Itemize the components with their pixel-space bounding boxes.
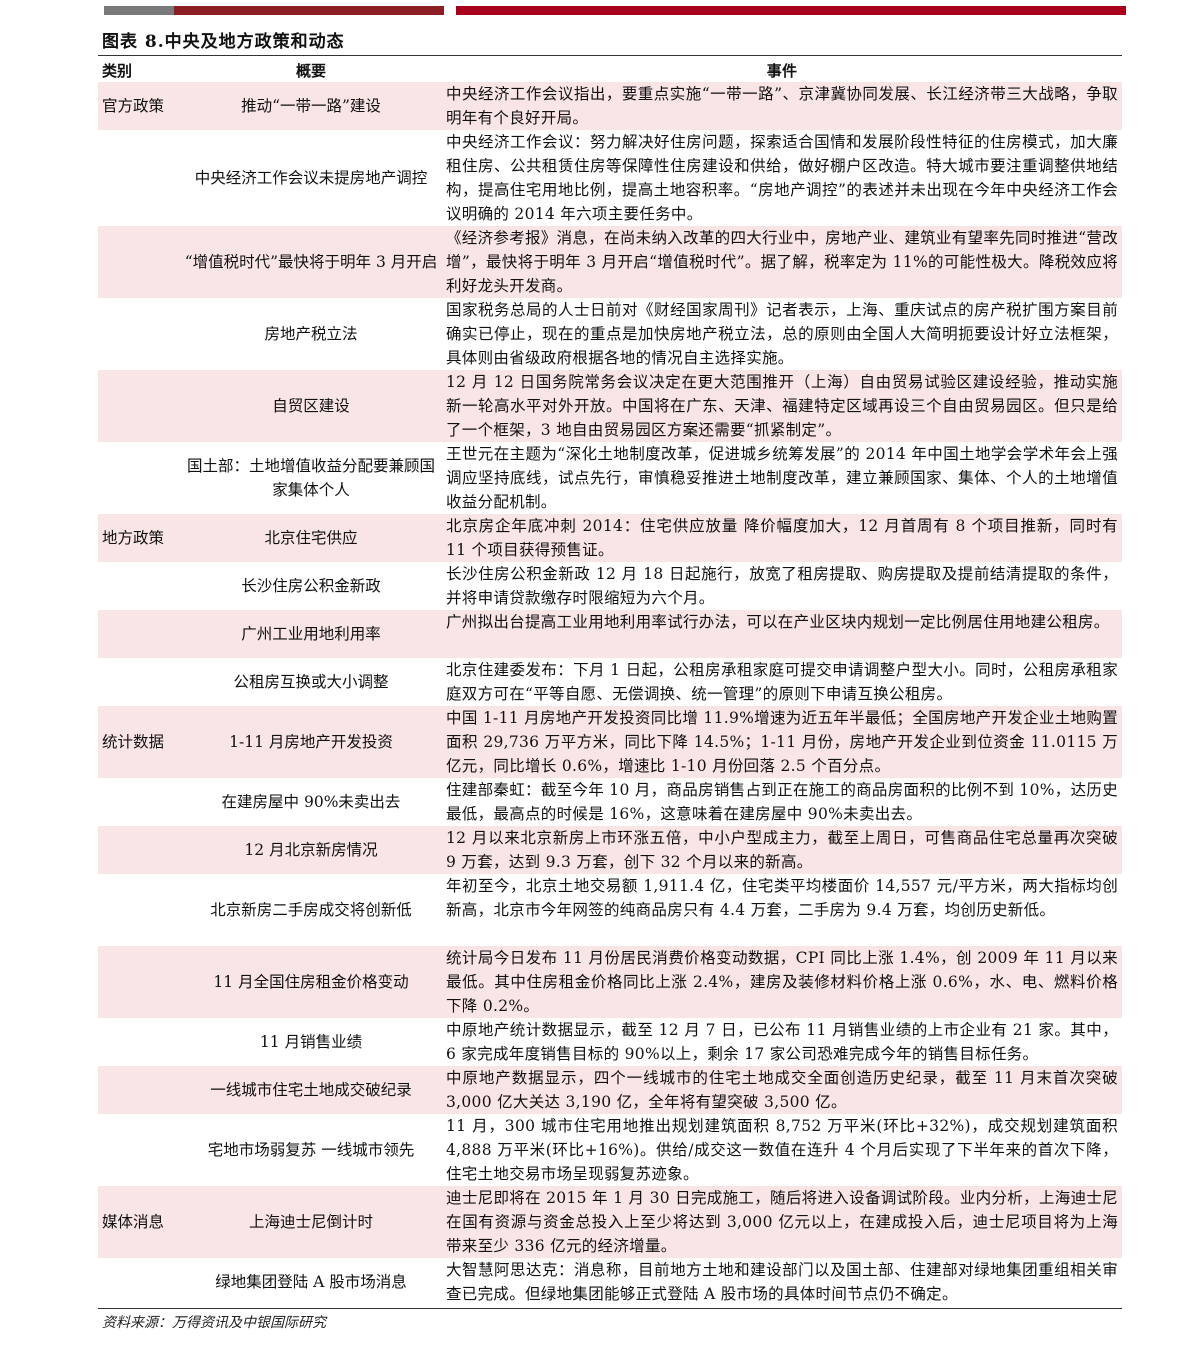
table-row: 12 月北京新房情况 12 月以来北京新房上市环涨五倍，中小户型成主力，截至上周日… bbox=[98, 826, 1122, 874]
event-cell: 中国 1-11 月房地产开发投资同比增 11.9%增速为近五年半最低；全国房地产… bbox=[446, 709, 1118, 775]
summary-cell: 上海迪士尼倒计时 bbox=[248, 1213, 373, 1231]
event-cell: 中央经济工作会议指出，要重点实施“一带一路”、京津冀协同发展、长江经济带三大战略… bbox=[446, 85, 1118, 127]
header-summary: 概要 bbox=[295, 62, 326, 80]
table-row: 自贸区建设 12 月 12 日国务院常务会议决定在更大范围推开（上海）自由贸易试验… bbox=[98, 370, 1122, 442]
summary-cell: 公租房互换或大小调整 bbox=[233, 673, 389, 691]
event-cell: 大智慧阿思达克：消息称，目前地方土地和建设部门以及国土部、住建部对绿地集团重组相… bbox=[446, 1261, 1118, 1303]
summary-cell: 房地产税立法 bbox=[264, 325, 358, 343]
table-top-rule bbox=[98, 55, 1122, 56]
category-cell bbox=[98, 610, 180, 658]
event-cell: 长沙住房公积金新政 12 月 18 日起施行，放宽了租房提取、购房提取及提前结清… bbox=[446, 565, 1118, 607]
header-bar-dark-red bbox=[174, 6, 444, 15]
category-cell bbox=[98, 1066, 180, 1114]
header-bar-gray bbox=[104, 6, 174, 15]
summary-cell: 北京住宅供应 bbox=[264, 529, 358, 547]
table-row: 官方政策 推动“一带一路”建设 中央经济工作会议指出，要重点实施“一带一路”、京津冀… bbox=[98, 82, 1122, 130]
table-row: 一线城市住宅土地成交破纪录 中原地产数据显示，四个一线城市的住宅土地成交全面创造历… bbox=[98, 1066, 1122, 1114]
event-cell: 中央经济工作会议：努力解决好住房问题，探索适合国情和发展阶段性特征的住房模式，加… bbox=[446, 133, 1118, 223]
summary-cell: 1-11 月房地产开发投资 bbox=[229, 733, 393, 751]
event-cell: 中原地产统计数据显示，截至 12 月 7 日，已公布 11 月销售业绩的上市企业… bbox=[446, 1021, 1118, 1063]
table-row: 宅地市场弱复苏 一线城市领先 11 月，300 城市住宅用地推出规划建筑面积 8,… bbox=[98, 1114, 1122, 1186]
category-cell bbox=[98, 298, 180, 370]
table-row: 国土部：土地增值收益分配要兼顾国家集体个人 王世元在主题为“深化土地制度改革，促进… bbox=[98, 442, 1122, 514]
category-cell bbox=[98, 946, 180, 1018]
header-event: 事件 bbox=[766, 62, 798, 80]
summary-cell: 11 月销售业绩 bbox=[259, 1033, 363, 1051]
summary-cell: 在建房屋中 90%未卖出去 bbox=[221, 793, 401, 811]
event-cell: 北京房企年底冲刺 2014：住宅供应放量 降价幅度加大，12 月首周有 8 个项… bbox=[446, 517, 1118, 559]
category-cell bbox=[98, 658, 180, 706]
event-cell: 住建部秦虹：截至今年 10 月，商品房销售占到正在施工的商品房面积的比例不到 1… bbox=[446, 781, 1118, 823]
table-row: 广州工业用地利用率 广州拟出台提高工业用地利用率试行办法，可以在产业区块内规划一定… bbox=[98, 610, 1122, 658]
summary-cell: 12 月北京新房情况 bbox=[244, 841, 378, 859]
event-cell: 12 月以来北京新房上市环涨五倍，中小户型成主力，截至上周日，可售商品住宅总量再… bbox=[446, 829, 1118, 871]
category-cell bbox=[98, 826, 180, 874]
policy-table: 类别 概要 事件 官方政策 推动“一带一路”建设 中央经济工作会议指出，要重点实施“… bbox=[98, 60, 1122, 1306]
summary-cell: “增值税时代”最快将于明年 3 月开启 bbox=[184, 253, 438, 271]
figure-title: 图表 8.中央及地方政策和动态 bbox=[102, 32, 345, 52]
summary-cell: 国土部：土地增值收益分配要兼顾国家集体个人 bbox=[186, 457, 435, 499]
event-cell: 《经济参考报》消息，在尚未纳入改革的四大行业中，房地产业、建筑业有望率先同时推进… bbox=[446, 229, 1118, 295]
category-cell bbox=[98, 442, 180, 514]
table-row: 公租房互换或大小调整 北京住建委发布：下月 1 日起，公租房承租家庭可提交申请调整… bbox=[98, 658, 1122, 706]
table-header: 类别 概要 事件 bbox=[98, 60, 1122, 82]
event-cell: 国家税务总局的人士日前对《财经国家周刊》记者表示，上海、重庆试点的房产税扩围方案… bbox=[446, 301, 1118, 367]
category-cell bbox=[98, 1258, 180, 1306]
event-cell: 迪士尼即将在 2015 年 1 月 30 日完成施工，随后将进入设备调试阶段。业… bbox=[446, 1189, 1118, 1255]
summary-cell: 长沙住房公积金新政 bbox=[241, 577, 381, 595]
table-row: 中央经济工作会议未提房地产调控 中央经济工作会议：努力解决好住房问题，探索适合国情… bbox=[98, 130, 1122, 226]
table-bottom-rule bbox=[98, 1308, 1122, 1309]
category-cell: 官方政策 bbox=[102, 97, 165, 115]
category-cell bbox=[98, 778, 180, 826]
table-row: 长沙住房公积金新政 长沙住房公积金新政 12 月 18 日起施行，放宽了租房提取、… bbox=[98, 562, 1122, 610]
category-cell bbox=[98, 226, 180, 298]
category-cell: 媒体消息 bbox=[102, 1213, 165, 1231]
category-cell bbox=[98, 370, 180, 442]
category-cell bbox=[98, 1018, 180, 1066]
header-bar-red bbox=[456, 6, 1126, 15]
event-cell: 广州拟出台提高工业用地利用率试行办法，可以在产业区块内规划一定比例居住用地建公租… bbox=[446, 613, 1110, 631]
event-cell: 中原地产数据显示，四个一线城市的住宅土地成交全面创造历史纪录，截至 11 月末首… bbox=[446, 1069, 1118, 1111]
event-cell: 统计局今日发布 11 月份居民消费价格变动数据，CPI 同比上涨 1.4%，创 … bbox=[446, 949, 1118, 1015]
table-body: 官方政策 推动“一带一路”建设 中央经济工作会议指出，要重点实施“一带一路”、京津冀… bbox=[98, 82, 1122, 1306]
summary-cell: 11 月全国住房租金价格变动 bbox=[213, 973, 409, 991]
table-row: 地方政策 北京住宅供应 北京房企年底冲刺 2014：住宅供应放量 降价幅度加大，12… bbox=[98, 514, 1122, 562]
summary-cell: 中央经济工作会议未提房地产调控 bbox=[194, 169, 428, 187]
event-cell: 年初至今，北京土地交易额 1,911.4 亿，住宅类平均楼面价 14,557 元… bbox=[446, 877, 1118, 919]
event-cell: 王世元在主题为“深化土地制度改革，促进城乡统筹发展”的 2014 年中国土地学会… bbox=[446, 445, 1118, 511]
event-cell: 北京住建委发布：下月 1 日起，公租房承租家庭可提交申请调整户型大小。同时，公租… bbox=[446, 661, 1118, 703]
event-cell: 11 月，300 城市住宅用地推出规划建筑面积 8,752 万平米(环比+32%… bbox=[446, 1117, 1118, 1183]
table-row: “增值税时代”最快将于明年 3 月开启 《经济参考报》消息，在尚未纳入改革的四大行… bbox=[98, 226, 1122, 298]
summary-cell: 绿地集团登陆 A 股市场消息 bbox=[215, 1273, 407, 1291]
summary-cell: 一线城市住宅土地成交破纪录 bbox=[210, 1081, 412, 1099]
table-row: 在建房屋中 90%未卖出去 住建部秦虹：截至今年 10 月，商品房销售占到正在施工… bbox=[98, 778, 1122, 826]
category-cell: 统计数据 bbox=[102, 733, 165, 751]
summary-cell: 自贸区建设 bbox=[272, 397, 350, 415]
category-cell bbox=[98, 874, 180, 946]
category-cell bbox=[98, 562, 180, 610]
header-category: 类别 bbox=[102, 62, 133, 80]
source-note: 资料来源：万得资讯及中银国际研究 bbox=[102, 1315, 326, 1331]
summary-cell: 宅地市场弱复苏 一线城市领先 bbox=[207, 1141, 415, 1159]
summary-cell: 推动“一带一路”建设 bbox=[241, 97, 381, 115]
table-row: 统计数据 1-11 月房地产开发投资 中国 1-11 月房地产开发投资同比增 11.… bbox=[98, 706, 1122, 778]
table-row: 房地产税立法 国家税务总局的人士日前对《财经国家周刊》记者表示，上海、重庆试点的房… bbox=[98, 298, 1122, 370]
event-cell: 12 月 12 日国务院常务会议决定在更大范围推开（上海）自由贸易试验区建设经验… bbox=[446, 373, 1118, 439]
table-row: 媒体消息 上海迪士尼倒计时 迪士尼即将在 2015 年 1 月 30 日完成施工，随… bbox=[98, 1186, 1122, 1258]
category-cell: 地方政策 bbox=[102, 529, 165, 547]
table-row: 北京新房二手房成交将创新低 年初至今，北京土地交易额 1,911.4 亿，住宅类平… bbox=[98, 874, 1122, 946]
table-row: 绿地集团登陆 A 股市场消息 大智慧阿思达克：消息称，目前地方土地和建设部门以及国… bbox=[98, 1258, 1122, 1306]
category-cell bbox=[98, 130, 180, 226]
category-cell bbox=[98, 1114, 180, 1186]
table-row: 11 月销售业绩 中原地产统计数据显示，截至 12 月 7 日，已公布 11 月销… bbox=[98, 1018, 1122, 1066]
table-row: 11 月全国住房租金价格变动 统计局今日发布 11 月份居民消费价格变动数据，CP… bbox=[98, 946, 1122, 1018]
summary-cell: 广州工业用地利用率 bbox=[241, 625, 381, 643]
summary-cell: 北京新房二手房成交将创新低 bbox=[210, 901, 412, 919]
